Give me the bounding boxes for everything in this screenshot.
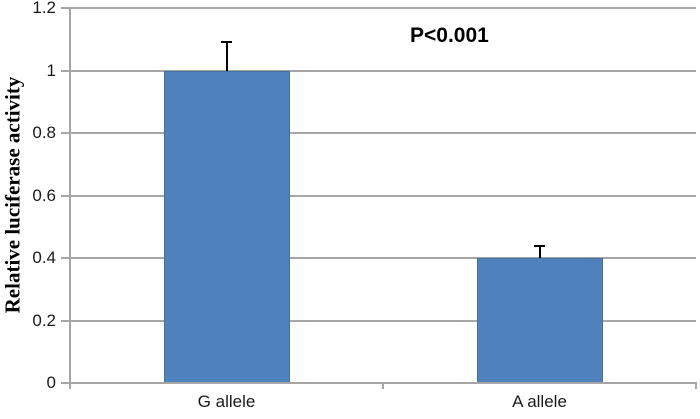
y-tick-mark <box>61 69 70 72</box>
error-bar-cap <box>221 41 232 44</box>
y-tick-mark <box>61 257 70 259</box>
error-bar-cap <box>534 244 545 247</box>
y-tick-label: 1 <box>46 60 56 80</box>
y-tick-mark <box>61 7 70 9</box>
y-tick-mark <box>61 319 70 322</box>
gridline <box>70 69 696 72</box>
x-category-label: G allele <box>197 392 256 411</box>
y-tick-label: 0.4 <box>32 248 56 267</box>
y-tick-label: 0 <box>46 373 56 392</box>
y-tick-mark <box>61 194 70 197</box>
error-bar-line <box>538 245 541 258</box>
x-category-label: A allele <box>512 392 567 411</box>
gridline <box>70 257 696 259</box>
y-axis-line <box>69 8 71 387</box>
error-bar-line <box>225 42 228 71</box>
y-tick-mark <box>61 382 70 384</box>
plot-area <box>70 7 696 383</box>
y-tick-label: 1.2 <box>32 0 56 17</box>
y-tick-mark <box>61 132 70 134</box>
bar-g-allele <box>163 70 290 383</box>
y-tick-label: 0.8 <box>32 123 56 142</box>
x-axis-line <box>69 382 697 384</box>
gridline <box>70 319 696 322</box>
gridline <box>70 194 696 197</box>
p-value-annotation: P<0.001 <box>410 24 489 47</box>
x-tick-mark <box>382 383 384 389</box>
x-tick-mark <box>695 383 697 389</box>
gridline <box>70 7 696 9</box>
bar-a-allele <box>476 258 603 383</box>
y-tick-label: 0.2 <box>32 310 56 330</box>
y-tick-label: 0.6 <box>32 185 56 205</box>
gridline <box>70 132 696 134</box>
